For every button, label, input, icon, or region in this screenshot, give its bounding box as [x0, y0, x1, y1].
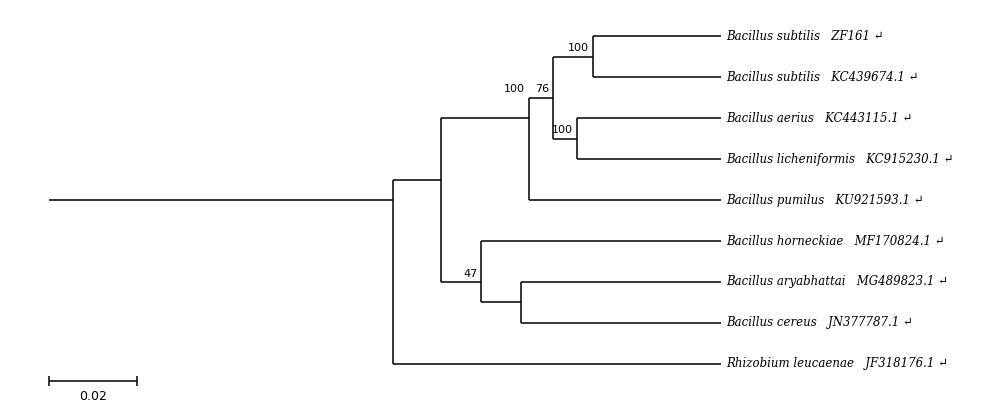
- Text: 100: 100: [552, 125, 573, 135]
- Text: Rhizobium leucaenae   JF318176.1 ↵: Rhizobium leucaenae JF318176.1 ↵: [726, 357, 948, 371]
- Text: Bacillus aryabhattai   MG489823.1 ↵: Bacillus aryabhattai MG489823.1 ↵: [726, 275, 948, 288]
- Text: Bacillus horneckiae   MF170824.1 ↵: Bacillus horneckiae MF170824.1 ↵: [726, 234, 945, 247]
- Text: Bacillus subtilis   KC439674.1 ↵: Bacillus subtilis KC439674.1 ↵: [726, 70, 918, 84]
- Text: 100: 100: [568, 43, 589, 53]
- Text: 47: 47: [463, 269, 477, 279]
- Text: Bacillus pumilus   KU921593.1 ↵: Bacillus pumilus KU921593.1 ↵: [726, 194, 924, 207]
- Text: Bacillus aerius   KC443115.1 ↵: Bacillus aerius KC443115.1 ↵: [726, 112, 912, 125]
- Text: Bacillus subtilis   ZF161 ↵: Bacillus subtilis ZF161 ↵: [726, 30, 884, 43]
- Text: Bacillus licheniformis   KC915230.1 ↵: Bacillus licheniformis KC915230.1 ↵: [726, 153, 953, 166]
- Text: 76: 76: [535, 84, 549, 94]
- Text: 100: 100: [504, 84, 525, 94]
- Text: Bacillus cereus   JN377787.1 ↵: Bacillus cereus JN377787.1 ↵: [726, 316, 913, 329]
- Text: 0.02: 0.02: [79, 390, 107, 403]
